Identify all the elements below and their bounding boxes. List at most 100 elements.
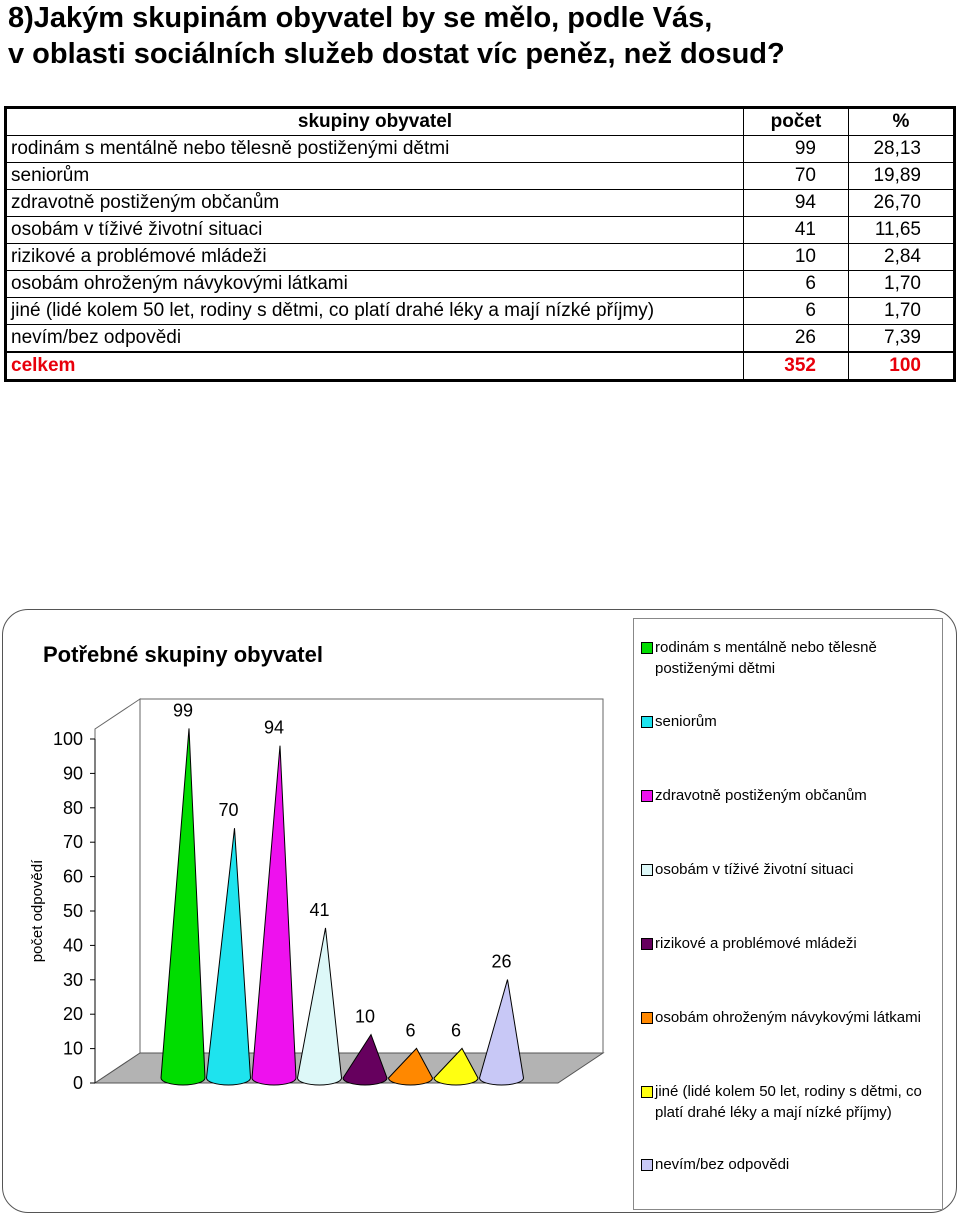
row-group: osobám v tíživé životní situaci: [5, 216, 744, 244]
results-table: skupiny obyvatel počet % rodinám s mentá…: [4, 106, 956, 382]
total-percent: 100: [848, 351, 955, 381]
row-percent: 2,84: [848, 243, 955, 271]
table-row: jiné (lidé kolem 50 let, rodiny s dětmi,…: [5, 297, 955, 325]
row-count: 6: [743, 270, 849, 298]
table-row: rizikové a problémové mládeži 10 2,84: [5, 243, 955, 271]
row-count: 41: [743, 216, 849, 244]
legend-item: zdravotně postiženým občanům: [641, 785, 941, 806]
row-count: 99: [743, 135, 849, 163]
table-row: osobám v tíživé životní situaci 41 11,65: [5, 216, 955, 244]
data-label: 41: [309, 900, 329, 920]
header-percent: %: [848, 107, 955, 136]
table-row: nevím/bez odpovědi 26 7,39: [5, 324, 955, 353]
row-percent: 11,65: [848, 216, 955, 244]
chart-back-wall: [139, 698, 604, 1054]
row-group: zdravotně postiženým občanům: [5, 189, 744, 217]
total-count: 352: [743, 351, 849, 381]
header-count: počet: [743, 107, 849, 136]
table-header-row: skupiny obyvatel počet %: [5, 107, 955, 136]
legend-item: jiné (lidé kolem 50 let, rodiny s dětmi,…: [641, 1081, 941, 1123]
legend-swatch: [641, 938, 653, 950]
row-percent: 26,70: [848, 189, 955, 217]
heading-line-2: v oblasti sociálních služeb dostat víc p…: [8, 38, 785, 70]
y-tick-label: 100: [53, 729, 83, 749]
chart-side-wall: [94, 698, 141, 1084]
row-count: 70: [743, 162, 849, 190]
legend-swatch: [641, 1086, 653, 1098]
table-row: rodinám s mentálně nebo tělesně postižen…: [5, 135, 955, 163]
row-group: rodinám s mentálně nebo tělesně postižen…: [5, 135, 744, 163]
legend-swatch: [641, 790, 653, 802]
data-label: 6: [405, 1020, 415, 1040]
table-row: zdravotně postiženým občanům 94 26,70: [5, 189, 955, 217]
table-row: seniorům 70 19,89: [5, 162, 955, 190]
y-tick-label: 0: [73, 1073, 83, 1093]
cone-bar: [478, 979, 525, 1086]
header-groups: skupiny obyvatel: [5, 107, 744, 136]
row-percent: 1,70: [848, 270, 955, 298]
legend-swatch: [641, 1012, 653, 1024]
legend-swatch: [641, 716, 653, 728]
y-tick-label: 20: [63, 1004, 83, 1024]
cone-bar: [205, 828, 252, 1086]
chart-legend: rodinám s mentálně nebo tělesně postižen…: [633, 618, 943, 1210]
legend-label: rodinám s mentálně nebo tělesně postižen…: [655, 639, 877, 677]
y-tick-label: 10: [63, 1039, 83, 1059]
legend-item: osobám v tíživé životní situaci: [641, 859, 941, 880]
row-count: 6: [743, 297, 849, 325]
cone-bar: [251, 745, 297, 1086]
page-heading: 8)Jakým skupinám obyvatel by se mělo, po…: [8, 0, 953, 72]
legend-label: jiné (lidé kolem 50 let, rodiny s dětmi,…: [655, 1083, 922, 1121]
row-percent: 19,89: [848, 162, 955, 190]
cone-bar: [433, 1047, 479, 1086]
data-label: 99: [173, 700, 193, 720]
y-tick-label: 80: [63, 798, 83, 818]
legend-item: nevím/bez odpovědi: [641, 1154, 941, 1175]
cone-bar: [342, 1033, 388, 1086]
row-group: nevím/bez odpovědi: [5, 324, 744, 353]
legend-label: rizikové a problémové mládeži: [655, 935, 857, 952]
row-percent: 28,13: [848, 135, 955, 163]
y-tick-label: 90: [63, 763, 83, 783]
legend-item: osobám ohroženým návykovými látkami: [641, 1007, 941, 1028]
legend-label: seniorům: [655, 713, 717, 730]
cone-bar: [387, 1047, 434, 1086]
cone-chart-plot: 0 10 20 30 40 50 60 70 80 90 100 počet odpovědí 99 70…: [29, 698, 605, 1093]
legend-swatch: [641, 864, 653, 876]
row-group: rizikové a problémové mládeži: [5, 243, 744, 271]
table-row: osobám ohroženým návykovými látkami 6 1,70: [5, 270, 955, 298]
row-percent: 7,39: [848, 324, 955, 353]
legend-label: nevím/bez odpovědi: [655, 1156, 790, 1173]
data-label: 26: [491, 952, 511, 972]
cone-bar: [296, 927, 343, 1086]
y-tick-label: 50: [63, 901, 83, 921]
row-count: 26: [743, 324, 849, 353]
row-group: jiné (lidé kolem 50 let, rodiny s dětmi,…: [5, 297, 744, 325]
y-tick-label: 70: [63, 832, 83, 852]
total-label: celkem: [5, 351, 744, 381]
y-tick-label: 40: [63, 935, 83, 955]
data-label: 6: [451, 1020, 461, 1040]
legend-item: rizikové a problémové mládeži: [641, 933, 941, 954]
legend-swatch: [641, 1159, 653, 1171]
data-label: 94: [264, 718, 284, 738]
y-tick-label: 60: [63, 867, 83, 887]
data-label: 70: [218, 800, 238, 820]
row-group: osobám ohroženým návykovými látkami: [5, 270, 744, 298]
y-axis-title: počet odpovědí: [29, 859, 46, 962]
heading-line-1: 8)Jakým skupinám obyvatel by se mělo, po…: [8, 2, 713, 34]
legend-label: osobám v tíživé životní situaci: [655, 861, 854, 878]
legend-item: seniorům: [641, 711, 941, 732]
row-count: 94: [743, 189, 849, 217]
row-count: 10: [743, 243, 849, 271]
row-percent: 1,70: [848, 297, 955, 325]
y-tick-label: 30: [63, 970, 83, 990]
row-group: seniorům: [5, 162, 744, 190]
legend-swatch: [641, 642, 653, 654]
legend-label: osobám ohroženým návykovými látkami: [655, 1009, 921, 1026]
chart-title: Potřebné skupiny obyvatel: [43, 642, 323, 667]
cone-bar: [160, 728, 206, 1086]
data-label: 10: [355, 1007, 375, 1027]
legend-item: rodinám s mentálně nebo tělesně postižen…: [641, 637, 941, 679]
legend-label: zdravotně postiženým občanům: [655, 787, 867, 804]
